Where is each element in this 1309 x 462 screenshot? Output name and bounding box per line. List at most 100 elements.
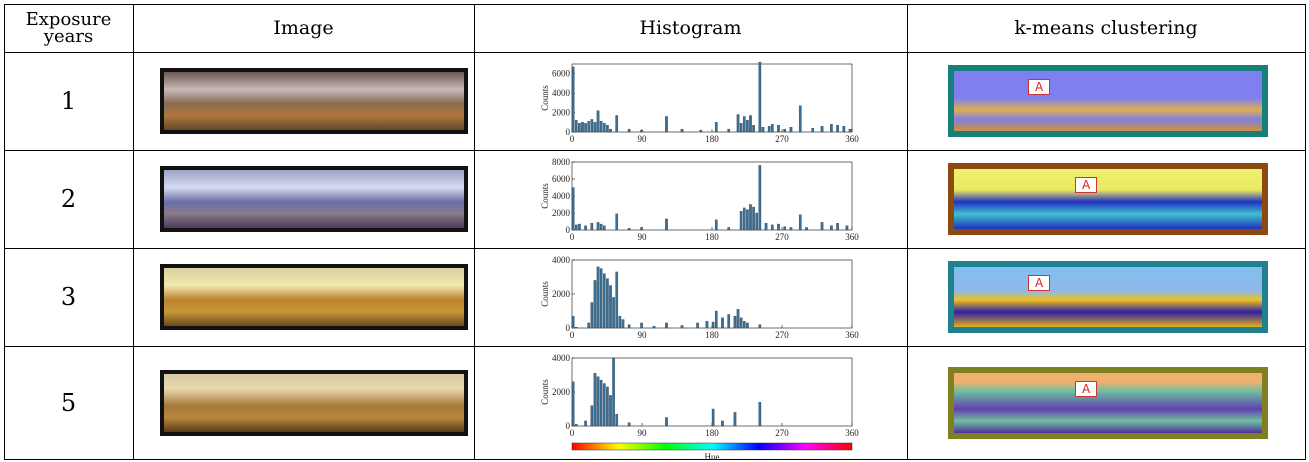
bar [728,314,730,328]
bar [616,272,618,328]
cluster-label: A [1028,79,1050,95]
table-figure: Exposure yearsImageHistogramk-means clus… [0,0,1309,461]
bar [622,320,624,329]
clustering-image [948,261,1268,333]
bar [600,121,602,132]
hue-colorbar [572,443,852,450]
bar [721,318,723,328]
bar [640,130,642,132]
bar [740,123,742,132]
bar [606,125,608,132]
bar [743,321,745,328]
row-border [4,346,1306,347]
bar [612,297,614,328]
bar [746,210,748,230]
y-tick-label: 4000 [552,88,571,98]
x-tick-label: 0 [570,232,575,242]
x-tick-label: 0 [570,428,575,438]
bar [777,224,779,230]
bar [597,111,599,132]
cluster-label: A [1028,275,1050,291]
bar [597,377,599,426]
bar [749,115,751,132]
header-cell: Image [133,4,474,52]
bar [830,124,832,132]
histogram: 02000400060008000090180270360Counts [530,154,870,246]
bar [628,325,630,328]
bar [771,124,773,132]
sample-image [160,166,468,232]
bar [737,115,739,132]
bar [849,129,851,132]
bar [597,267,599,328]
bar [721,421,723,426]
clustering-image [948,163,1268,235]
col-border [907,4,908,459]
bar [597,222,599,230]
bar [812,128,814,132]
bar [715,122,717,132]
bar [628,423,630,426]
plot-frame [572,64,852,132]
bar [584,421,586,426]
y-tick-label: 2000 [552,289,571,299]
bar [752,125,754,132]
bar [762,127,764,132]
histogram: 020004000090180270360Counts [530,252,870,344]
cluster-map [954,373,1262,433]
bar [572,188,574,231]
y-tick-label: 8000 [552,157,571,167]
bar [752,207,754,230]
bar [619,316,621,328]
bar [821,222,823,230]
y-tick-label: 2000 [552,387,571,397]
plot-frame [572,162,852,230]
bar [728,129,730,132]
y-tick-label: 2000 [552,208,571,218]
bar [836,125,838,132]
bar [584,226,586,230]
bar [575,225,577,230]
bar [640,227,642,230]
x-tick-label: 180 [705,134,719,144]
col-border [133,4,134,459]
bar [734,412,736,426]
bar [759,402,761,426]
x-tick-label: 270 [775,428,789,438]
cluster-label: A [1075,381,1097,397]
bar [591,406,593,426]
bar [572,316,574,328]
x-tick-label: 0 [570,330,575,340]
row-border [4,248,1306,249]
bar [746,120,748,132]
bar [830,226,832,230]
bar [575,327,577,328]
bar [790,227,792,230]
bar [734,316,736,328]
bar [572,382,574,426]
bar [759,325,761,328]
bar [665,116,667,132]
bar [777,125,779,132]
bar [728,227,730,230]
bar [743,208,745,230]
bar [609,286,611,329]
bar [759,62,761,132]
bar [740,318,742,328]
x-tick-label: 270 [775,134,789,144]
bar [591,223,593,230]
y-axis-label: Counts [540,183,550,209]
bar [784,129,786,132]
bar [759,165,761,230]
x-tick-label: 90 [638,232,648,242]
bar [616,115,618,132]
y-axis-label: Counts [540,85,550,111]
bar [616,414,618,426]
col-border [474,4,475,459]
bar [606,279,608,328]
x-tick-label: 180 [705,428,719,438]
bar [756,213,758,230]
bar [594,122,596,132]
bar [843,126,845,132]
